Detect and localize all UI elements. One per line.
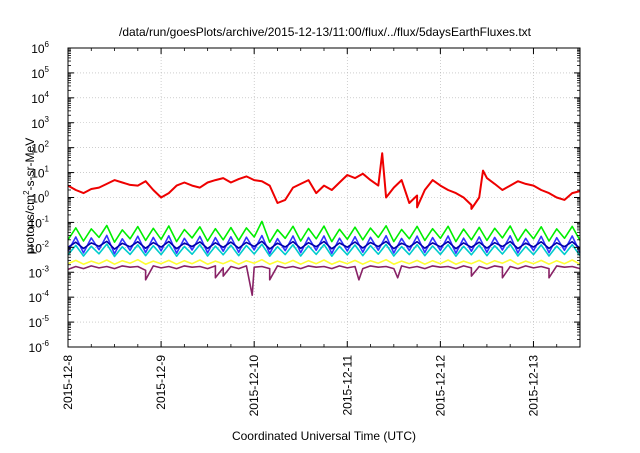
y-tick-exp: 3 [45,115,50,124]
y-axis-label-main: protons/cm [23,195,37,254]
y-tick-base: 10 [29,216,43,230]
y-tick-label: 105 [31,65,49,81]
y-tick-exp: -4 [42,289,50,298]
chart-title: /data/run/goesPlots/archive/2015-12-13/1… [119,25,532,39]
y-tick-label: 10-1 [29,214,50,230]
y-tick-exp: -6 [42,339,50,348]
x-tick-label: 2015-12-10 [247,355,261,417]
y-tick-exp: 2 [45,140,50,149]
x-axis-label: Coordinated Universal Time (UTC) [232,429,416,443]
y-tick-base: 10 [29,241,43,255]
y-tick-base: 10 [31,142,45,156]
series-line-1 [67,243,581,258]
y-axis-ticks: 10-610-510-410-310-210-11001011021031041… [29,40,580,355]
y-tick-base: 10 [29,266,43,280]
series-line-3 [67,240,581,250]
y-axis-label-exp: 2 [22,190,31,195]
y-axis-label: protons/cm2-s-sr-MeV [22,138,37,254]
y-tick-exp: -5 [42,314,50,323]
y-tick-base: 10 [31,117,45,131]
x-tick-label: 2015-12-11 [340,355,354,416]
y-tick-base: 10 [31,192,45,206]
y-tick-exp: -1 [42,214,50,223]
y-tick-exp: 1 [45,165,50,174]
y-tick-base: 10 [31,92,45,106]
x-tick-label: 2015-12-12 [433,355,447,417]
y-tick-exp: -3 [42,264,50,273]
series-line-0 [67,258,581,265]
y-tick-exp: 0 [45,190,50,199]
y-tick-label: 10-5 [29,314,50,330]
y-tick-exp: -2 [42,239,50,248]
y-tick-base: 10 [29,316,43,330]
y-tick-label: 104 [31,90,49,106]
y-tick-base: 10 [31,167,45,181]
grid-lines [68,48,580,347]
x-tick-label: 2015-12-8 [61,355,75,410]
y-tick-label: 101 [31,165,49,181]
series-line-5 [67,265,581,296]
y-tick-label: 100 [31,190,49,206]
x-tick-label: 2015-12-13 [526,355,540,417]
y-tick-exp: 4 [45,90,50,99]
y-tick-base: 10 [31,67,45,81]
y-tick-exp: 6 [45,40,50,49]
x-tick-label: 2015-12-9 [154,355,168,410]
x-axis-ticks: 2015-12-8 2015-12-9 2015-12-10 2015-12-11 20… [61,48,558,417]
y-axis-label-rest: -s-sr-MeV [23,138,37,191]
y-tick-label: 10-6 [29,339,50,355]
y-tick-label: 10-2 [29,239,50,255]
y-tick-label: 106 [31,40,49,56]
y-tick-label: 103 [31,115,49,131]
series-line-2 [67,234,581,255]
y-tick-label: 10-4 [29,289,50,305]
y-tick-label: 10-3 [29,264,50,280]
series-layer [67,152,581,296]
y-tick-exp: 5 [45,65,50,74]
y-tick-base: 10 [31,42,45,56]
series-line-4 [67,220,581,243]
y-tick-label: 102 [31,140,49,156]
y-tick-base: 10 [29,291,43,305]
series-line-6 [67,152,581,210]
y-tick-base: 10 [29,341,43,355]
